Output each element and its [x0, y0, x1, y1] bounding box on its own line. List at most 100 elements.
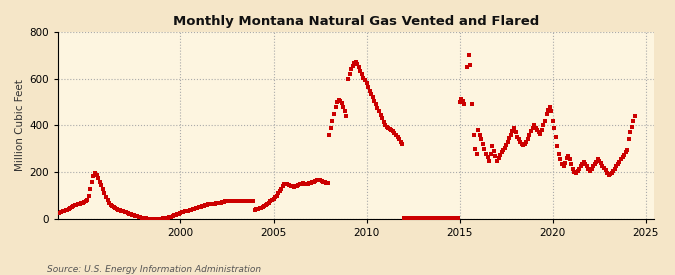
- Point: [245, 199, 256, 203]
- Point: [489, 149, 500, 153]
- Point: [470, 147, 481, 151]
- Point: [417, 216, 428, 220]
- Point: [242, 199, 252, 203]
- Point: [599, 166, 610, 170]
- Point: [252, 207, 263, 211]
- Point: [471, 151, 482, 156]
- Point: [457, 99, 468, 103]
- Point: [442, 216, 453, 220]
- Point: [380, 123, 391, 128]
- Point: [92, 176, 103, 180]
- Point: [427, 216, 437, 220]
- Point: [158, 216, 169, 221]
- Point: [592, 157, 603, 161]
- Point: [86, 179, 97, 184]
- Point: [495, 152, 506, 157]
- Point: [331, 100, 342, 104]
- Point: [439, 216, 450, 220]
- Point: [292, 184, 302, 188]
- Point: [257, 205, 268, 210]
- Point: [508, 126, 519, 130]
- Point: [581, 164, 592, 169]
- Point: [270, 195, 281, 199]
- Point: [268, 197, 279, 201]
- Point: [361, 81, 372, 86]
- Point: [513, 137, 524, 142]
- Point: [570, 171, 581, 175]
- Point: [350, 60, 361, 64]
- Y-axis label: Million Cubic Feet: Million Cubic Feet: [15, 79, 25, 171]
- Point: [510, 130, 521, 135]
- Point: [273, 191, 284, 196]
- Point: [375, 113, 386, 117]
- Point: [147, 216, 158, 221]
- Point: [562, 156, 572, 160]
- Point: [181, 209, 192, 213]
- Point: [172, 212, 183, 216]
- Point: [497, 148, 508, 152]
- Point: [575, 164, 586, 169]
- Point: [404, 216, 415, 220]
- Point: [57, 209, 68, 214]
- Point: [373, 109, 384, 114]
- Point: [277, 184, 288, 188]
- Point: [274, 189, 285, 193]
- Point: [628, 119, 639, 123]
- Point: [490, 154, 501, 158]
- Point: [476, 137, 487, 142]
- Point: [610, 166, 620, 171]
- Point: [386, 128, 397, 132]
- Point: [192, 205, 203, 210]
- Point: [167, 214, 178, 218]
- Point: [518, 143, 529, 147]
- Point: [493, 156, 504, 160]
- Point: [589, 162, 600, 166]
- Point: [522, 137, 533, 142]
- Point: [369, 99, 380, 103]
- Point: [148, 216, 159, 221]
- Point: [223, 199, 234, 203]
- Point: [285, 184, 296, 188]
- Point: [583, 166, 594, 171]
- Point: [364, 89, 375, 93]
- Point: [77, 200, 88, 205]
- Point: [394, 137, 404, 142]
- Point: [178, 210, 189, 214]
- Point: [215, 200, 226, 205]
- Point: [97, 186, 108, 191]
- Point: [319, 180, 330, 184]
- Point: [276, 186, 287, 191]
- Point: [132, 214, 142, 218]
- Point: [325, 126, 336, 130]
- Point: [403, 216, 414, 220]
- Point: [110, 206, 121, 211]
- Point: [501, 143, 512, 147]
- Point: [196, 204, 207, 208]
- Point: [184, 208, 195, 212]
- Point: [72, 202, 83, 207]
- Point: [302, 182, 313, 186]
- Point: [392, 135, 403, 139]
- Point: [116, 209, 127, 213]
- Point: [209, 201, 220, 206]
- Point: [384, 127, 395, 131]
- Point: [367, 95, 378, 100]
- Point: [552, 144, 563, 149]
- Point: [225, 199, 236, 203]
- Point: [279, 182, 290, 186]
- Point: [336, 101, 347, 105]
- Point: [434, 216, 445, 220]
- Point: [138, 216, 148, 220]
- Point: [539, 119, 550, 123]
- Point: [259, 204, 269, 208]
- Point: [271, 193, 282, 198]
- Point: [219, 199, 230, 204]
- Point: [586, 166, 597, 171]
- Point: [186, 207, 196, 212]
- Point: [238, 199, 249, 203]
- Point: [307, 180, 318, 184]
- Point: [63, 207, 74, 211]
- Point: [445, 216, 456, 220]
- Point: [101, 195, 111, 199]
- Point: [313, 178, 324, 182]
